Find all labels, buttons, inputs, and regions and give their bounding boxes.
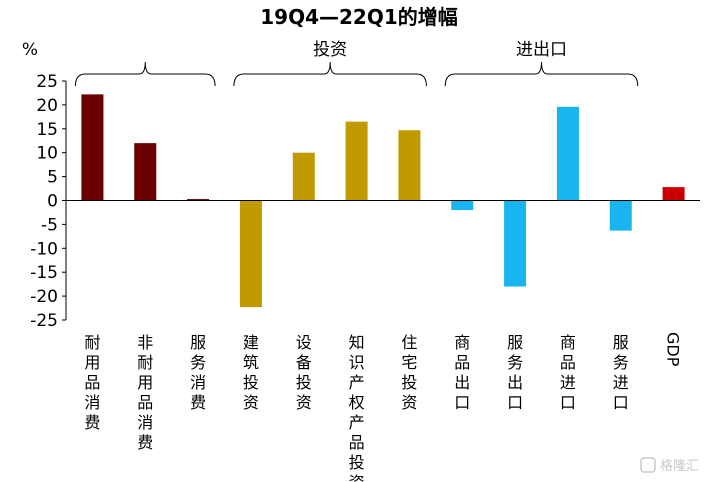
category-label: 商品出口: [454, 333, 470, 412]
y-tick-label: -10: [30, 239, 58, 259]
category-label: 非耐用品消费: [137, 333, 153, 452]
group-label: 进出口: [516, 40, 567, 60]
watermark-text: 格隆汇: [660, 458, 699, 474]
y-tick-label: 0: [47, 192, 58, 212]
y-tick-label: 15: [36, 120, 58, 140]
watermark: 格隆汇: [640, 457, 699, 474]
group-brackets: 投资 进出口: [74, 40, 639, 87]
y-tick-label: 25: [36, 72, 58, 92]
category-label: 建筑投资: [243, 333, 259, 412]
bar: [292, 152, 315, 201]
category-label: 服务进口: [613, 333, 629, 412]
group-bracket: [444, 61, 639, 87]
y-axis-ticks: 25 20 15 10 5 0 -5 -10 -15 -20 -25: [30, 72, 66, 331]
category-label: 耐用品消费: [84, 333, 100, 432]
bar: [398, 130, 421, 201]
chart-title: 19Q4—22Q1的增幅: [260, 5, 458, 29]
bar: [451, 200, 474, 211]
category-label: 知识产权产品投资: [349, 333, 365, 482]
category-labels: 耐用品消费 非耐用品消费 服务消费 建筑投资 设备投资 知识产权产品投资 住宅投资 商品出口 服…: [84, 332, 682, 482]
axes: [65, 81, 700, 320]
group-bracket: [74, 61, 216, 87]
category-label: GDP: [664, 332, 683, 367]
bar: [345, 121, 368, 201]
bars: [81, 94, 685, 308]
bar: [134, 143, 157, 201]
y-tick-label: 5: [47, 168, 58, 188]
y-tick-label: 10: [36, 144, 58, 164]
bar: [609, 200, 632, 231]
y-tick-label: -20: [30, 287, 58, 307]
y-tick-label: -15: [30, 263, 58, 283]
category-label: 住宅投资: [401, 333, 417, 412]
bar: [556, 106, 579, 201]
y-tick-label: -5: [41, 215, 58, 235]
category-label: 设备投资: [296, 333, 312, 412]
bar: [662, 187, 685, 201]
category-label: 服务出口: [507, 333, 523, 412]
bar: [187, 199, 210, 201]
bar: [81, 94, 104, 201]
category-label: 商品进口: [560, 333, 576, 412]
group-label: 投资: [313, 40, 347, 60]
y-tick-label: -25: [30, 311, 58, 331]
category-label: 服务消费: [190, 333, 206, 412]
group-bracket: [233, 61, 427, 87]
y-tick-label: 20: [36, 96, 58, 116]
logo-icon: [640, 457, 656, 473]
bar: [504, 200, 527, 287]
bar: [239, 200, 262, 308]
y-unit-label: %: [22, 40, 38, 60]
